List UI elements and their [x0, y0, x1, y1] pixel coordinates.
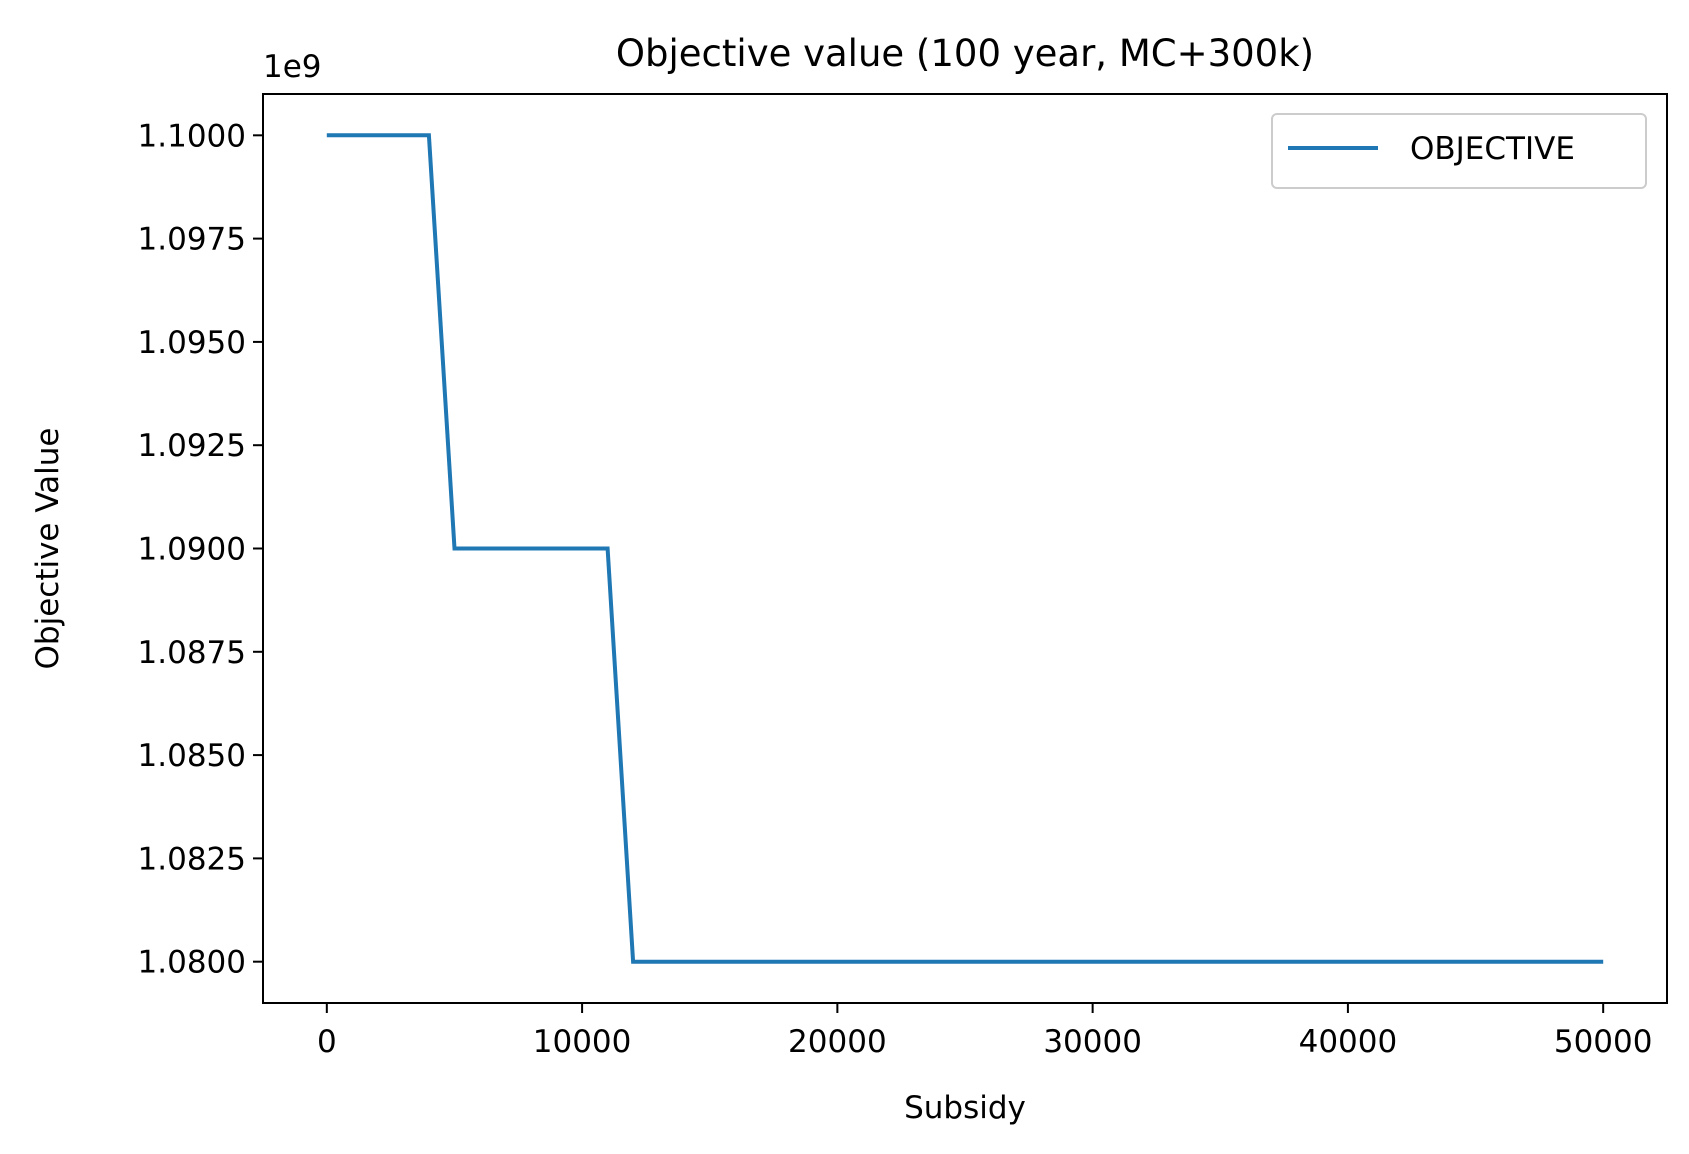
- legend-label: OBJECTIVE: [1410, 131, 1575, 167]
- chart-title: Objective value (100 year, MC+300k): [616, 32, 1314, 75]
- plot-frame: [262, 93, 1668, 1004]
- y-axis-offset-label: 1e9: [263, 49, 322, 85]
- series-line-objective: [326, 133, 1604, 964]
- y-tick-label: 1.0900: [138, 532, 246, 568]
- y-tick-label: 1.0850: [138, 738, 246, 774]
- x-tick-label: 10000: [533, 1024, 632, 1060]
- y-tick-label: 1.0875: [138, 635, 246, 671]
- legend: OBJECTIVE: [1271, 113, 1647, 189]
- x-axis-ticks: 0 10000 20000 30000 40000 50000: [317, 1003, 1653, 1060]
- y-axis-ticks: 1.0800 1.0825 1.0850 1.0875 1.0900 1.0925 1.09…: [138, 118, 263, 981]
- plot-area: [326, 133, 1604, 964]
- x-axis-title: Subsidy: [904, 1090, 1026, 1126]
- x-tick-label: 30000: [1043, 1024, 1142, 1060]
- x-tick-label: 20000: [788, 1024, 887, 1060]
- x-tick-label: 0: [317, 1024, 337, 1060]
- y-tick-label: 1.1000: [138, 118, 246, 154]
- y-axis-title: Objective Value: [30, 428, 66, 670]
- y-tick-label: 1.0950: [138, 325, 246, 361]
- x-tick-label: 40000: [1299, 1024, 1398, 1060]
- y-tick-label: 1.0825: [138, 841, 246, 877]
- y-tick-label: 1.0800: [138, 945, 246, 981]
- legend-box: [1271, 113, 1647, 189]
- x-tick-label: 50000: [1554, 1024, 1653, 1060]
- y-tick-label: 1.0975: [138, 222, 246, 258]
- y-tick-label: 1.0925: [138, 428, 246, 464]
